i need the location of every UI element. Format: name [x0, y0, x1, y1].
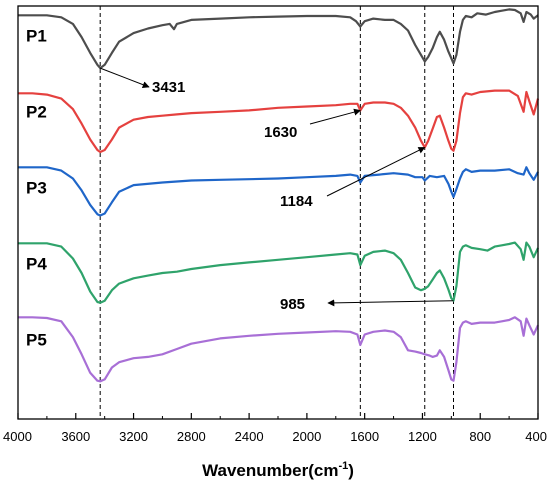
- annotation-label-1184: 1184: [280, 193, 313, 210]
- series-line-p4: [18, 241, 539, 304]
- series-label-p4: P4: [26, 255, 47, 274]
- reference-lines: [99, 6, 454, 419]
- series-label-p3: P3: [26, 179, 47, 198]
- series-line-p5: [18, 316, 539, 383]
- x-tick-label-1200: 1200: [408, 429, 437, 444]
- annotation-label-1630: 1630: [264, 124, 297, 141]
- annotation-arrow-985: [327, 299, 454, 307]
- series-label-p1: P1: [26, 27, 47, 46]
- x-tick-label-4000: 4000: [3, 429, 32, 444]
- x-tick-label-3600: 3600: [61, 429, 90, 444]
- x-axis-title-superscript: -1: [338, 460, 348, 472]
- series-label-p2: P2: [26, 103, 47, 122]
- annotation-arrow-3431: [100, 67, 150, 88]
- series-label-p5: P5: [26, 331, 47, 350]
- series-line-p2: [18, 89, 540, 154]
- x-tick-label-2400: 2400: [235, 429, 264, 444]
- x-tick-label-1600: 1600: [350, 429, 379, 444]
- x-tick-label-2800: 2800: [177, 429, 206, 444]
- x-axis-title-text: Wavenumber(cm: [202, 461, 338, 480]
- annotation-label-985: 985: [280, 296, 305, 313]
- x-axis-ticks: 4000 3600 3200 2800 2400 2000 1600 1200 800 400: [3, 413, 547, 444]
- x-tick-label-2000: 2000: [292, 429, 321, 444]
- x-tick-label-800: 800: [469, 429, 491, 444]
- series-line-p3: [18, 166, 539, 217]
- x-axis-title: Wavenumber(cm-1): [202, 460, 354, 480]
- annotation-label-3431: 3431: [152, 79, 185, 96]
- x-tick-label-3200: 3200: [119, 429, 148, 444]
- series-labels: P1 P2 P3 P4 P5: [26, 27, 47, 350]
- annotation-arrow-1630: [309, 108, 362, 125]
- series-layer: [18, 8, 540, 383]
- x-tick-label-400: 400: [525, 429, 547, 444]
- annotation-arrow-1184: [326, 146, 426, 197]
- x-axis-title-close: ): [348, 461, 354, 480]
- series-line-p1: [18, 8, 539, 70]
- annotations: 3431 1630 1184 985: [100, 67, 454, 313]
